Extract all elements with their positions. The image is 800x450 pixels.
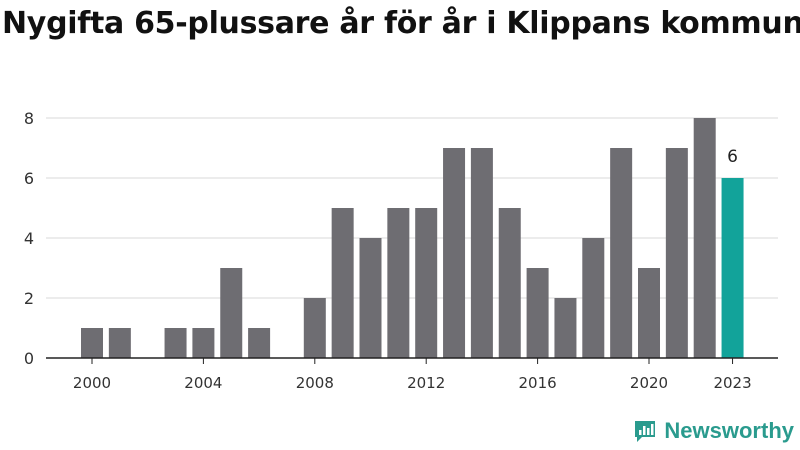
x-tick-label: 2023 [713, 374, 751, 392]
x-tick-label: 2016 [519, 374, 557, 392]
x-tick-label: 2008 [296, 374, 334, 392]
bar [665, 148, 688, 358]
bar [81, 328, 103, 358]
y-tick-label: 2 [24, 289, 34, 308]
newsworthy-logo-icon [635, 421, 656, 442]
bar [554, 298, 577, 358]
bar [498, 208, 521, 358]
y-tick-label: 8 [24, 109, 34, 128]
brand-name: Newsworthy [664, 418, 794, 443]
bar [638, 268, 660, 358]
bar [693, 118, 716, 358]
y-tick-label: 6 [24, 169, 34, 188]
bar [192, 328, 215, 358]
y-tick-label: 4 [24, 229, 34, 248]
bar [721, 178, 744, 358]
newsworthy-brand: Newsworthy [632, 418, 794, 444]
chart-title: Nygifta 65-plussare år för år i Klippans… [2, 6, 800, 41]
x-tick-label: 2004 [184, 374, 222, 392]
bar [220, 268, 243, 358]
bar [470, 148, 493, 358]
x-tick-label: 2000 [73, 374, 111, 392]
bar [164, 328, 187, 358]
x-tick-label: 2012 [407, 374, 445, 392]
bar [415, 208, 438, 358]
bar [359, 238, 382, 358]
bar [610, 148, 633, 358]
bar [443, 148, 466, 358]
bar [387, 208, 410, 358]
bar [248, 328, 271, 358]
y-tick-label: 0 [24, 349, 34, 368]
bar [303, 298, 326, 358]
bar [526, 268, 549, 358]
data-label: 6 [727, 147, 738, 167]
bar [331, 208, 354, 358]
x-tick-label: 2020 [630, 374, 668, 392]
bar [582, 238, 605, 358]
bar [108, 328, 131, 358]
